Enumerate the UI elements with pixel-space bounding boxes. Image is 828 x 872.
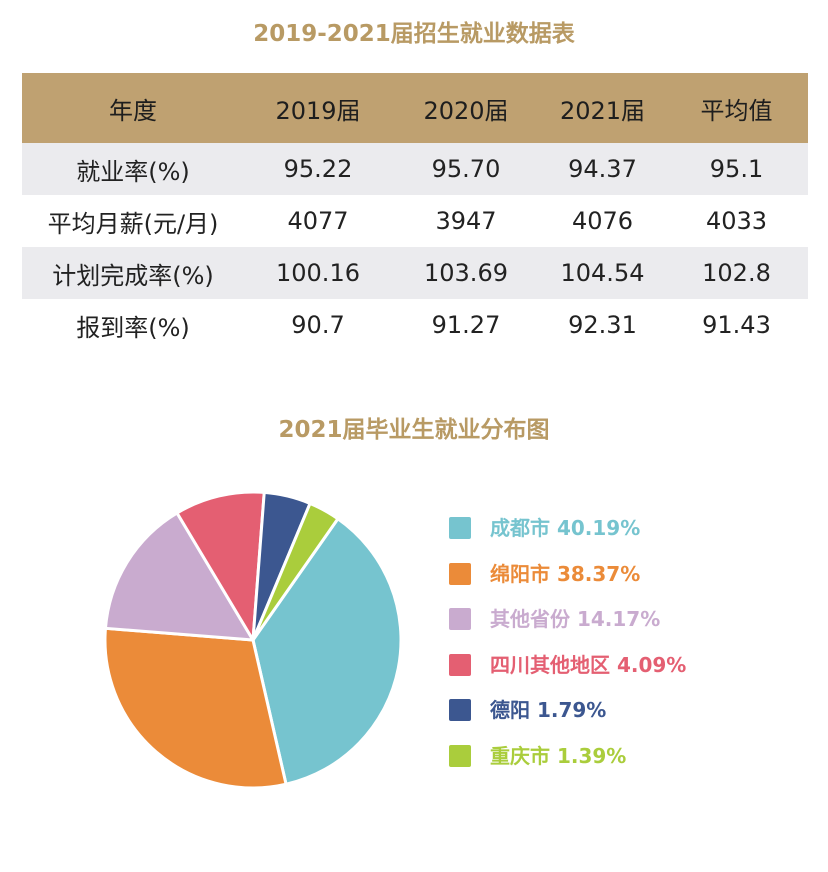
header-cell-2020: 2020届 [423, 96, 509, 125]
table-cell: 102.8 [665, 247, 808, 299]
legend-swatch [449, 744, 471, 767]
pie-slice-6 [251, 501, 340, 642]
table-header-row: 年度 2019届 2020届 2021届 平均值 [22, 73, 808, 143]
pie-slice-1 [251, 517, 403, 786]
legend-label: 四川其他地区 4.09% [490, 652, 687, 677]
table-cell: 4033 [665, 195, 808, 247]
table-cell: 91.43 [665, 299, 808, 351]
legend-swatch [449, 699, 471, 721]
legend-label: 成都市 40.19% [490, 516, 641, 540]
table-cell: 91.27 [392, 299, 540, 351]
table-cell: 3947 [392, 195, 540, 247]
table-cell: 4077 [244, 195, 392, 247]
table-cell: 90.7 [244, 299, 392, 351]
pie-chart [103, 490, 403, 790]
chart-title: 2021届毕业生就业分布图 [278, 417, 550, 443]
table-title: 2019-2021届招生就业数据表 [253, 21, 575, 47]
legend-label: 绵阳市 38.37% [490, 561, 641, 586]
table-cell: 4076 [540, 195, 665, 247]
data-table: 年度 2019届 2020届 2021届 平均值 就业率(%) 95.22 95… [22, 73, 808, 351]
header-cell-average: 平均值 [700, 96, 773, 125]
row-label: 就业率(%) [22, 143, 244, 195]
header-cell-2019: 2019届 [275, 96, 361, 125]
legend-swatch [449, 608, 471, 630]
table-cell: 94.37 [540, 143, 665, 195]
legend-swatch [449, 562, 471, 585]
row-label: 计划完成率(%) [22, 247, 244, 299]
table-cell: 95.1 [665, 143, 808, 195]
table-row: 平均月薪(元/月) 4077 3947 4076 4033 [22, 195, 808, 247]
table-row: 报到率(%) 90.7 91.27 92.31 91.43 [22, 299, 808, 351]
row-label: 报到率(%) [22, 299, 244, 351]
header-cell-year: 年度 [109, 96, 157, 125]
legend-label: 重庆市 1.39% [490, 743, 627, 768]
table-cell: 104.54 [540, 247, 665, 299]
table-row: 就业率(%) 95.22 95.70 94.37 95.1 [22, 143, 808, 195]
table-cell: 95.70 [392, 143, 540, 195]
pie-slice-2 [103, 626, 288, 790]
table-cell: 103.69 [392, 247, 540, 299]
table-row: 计划完成率(%) 100.16 103.69 104.54 102.8 [22, 247, 808, 299]
legend-label: 其他省份 14.17% [490, 607, 661, 631]
table-cell: 100.16 [244, 247, 392, 299]
pie-slice-4 [175, 490, 266, 642]
legend-swatch [449, 517, 471, 539]
table-cell: 95.22 [244, 143, 392, 195]
legend-swatch [449, 653, 471, 676]
row-label: 平均月薪(元/月) [22, 195, 244, 247]
table-cell: 92.31 [540, 299, 665, 351]
legend-label: 德阳 1.79% [490, 698, 607, 722]
header-cell-2021: 2021届 [559, 96, 646, 125]
pie-slice-3 [103, 511, 255, 642]
